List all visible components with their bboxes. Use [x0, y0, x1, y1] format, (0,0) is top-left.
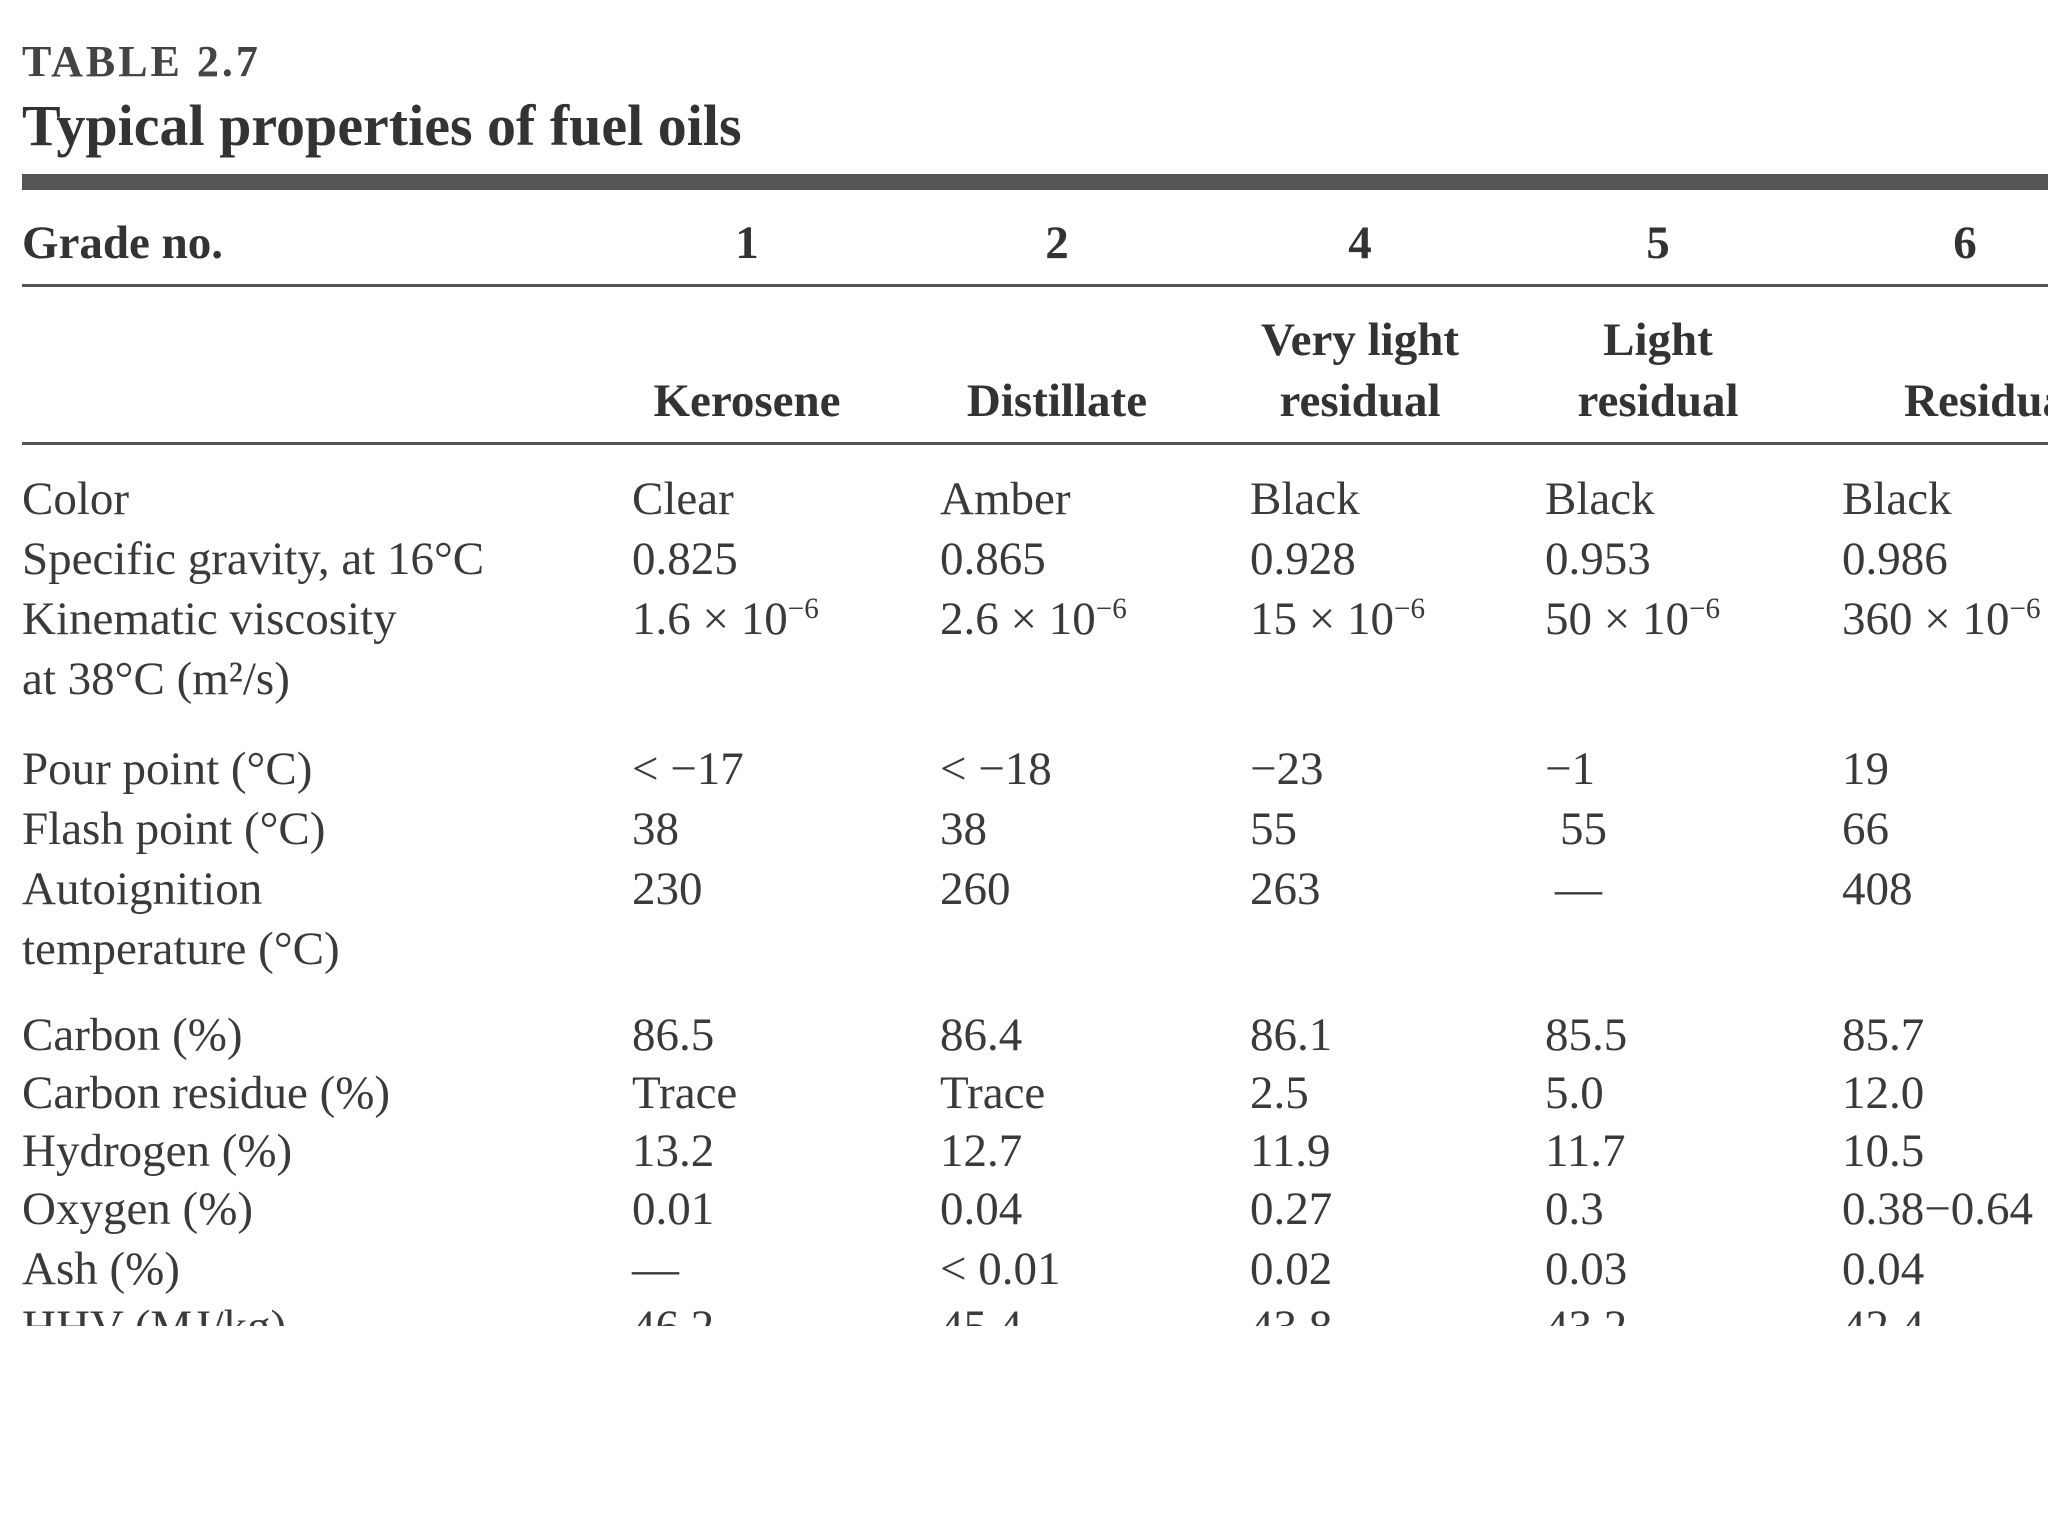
table-cell: Black: [1842, 473, 1952, 525]
table-cell: Trace: [940, 1067, 1046, 1119]
table-cell: 260: [940, 863, 1011, 915]
table-cell: 86.1: [1250, 1009, 1333, 1061]
row-label-kinematic-viscosity-2: at 38°C (m²/s): [22, 653, 290, 705]
table-cell: 2.6 × 10−6: [940, 592, 1127, 645]
table-cell: Trace: [632, 1067, 738, 1119]
row-label-ash: Ash (%): [22, 1243, 180, 1295]
table-cell: 10.5: [1842, 1125, 1925, 1177]
table-cell: −1: [1545, 743, 1596, 795]
table-cell: 230: [632, 863, 703, 915]
table-cell: 13.2: [632, 1125, 715, 1177]
table-cell: 50 × 10−6: [1545, 592, 1721, 645]
table-cell: 5.0: [1545, 1067, 1604, 1119]
row-label-color: Color: [22, 473, 130, 525]
row-label-carbon: Carbon (%): [22, 1009, 243, 1061]
grade-number: 6: [1953, 217, 1977, 269]
table-cell: 0.02: [1250, 1243, 1333, 1295]
header-rule: [22, 284, 2048, 287]
grade-label: Grade no.: [22, 217, 224, 269]
table-cell: < 0.01: [940, 1243, 1061, 1295]
table-cell: 0.986: [1842, 533, 1948, 585]
fuel-name-kerosene: Kerosene: [653, 375, 841, 428]
names-rule: [22, 442, 2048, 445]
table-cell: 1.6 × 10−6: [632, 592, 819, 645]
table-cell: 11.9: [1250, 1125, 1331, 1177]
fuel-name-residual: Residua: [1904, 375, 2048, 428]
row-label-pour-point: Pour point (°C): [22, 743, 313, 795]
table-cell: 263: [1250, 863, 1321, 915]
table-cell: 360 × 10−6: [1842, 592, 2041, 645]
top-rule: [22, 174, 2048, 190]
table-cell: 38: [940, 803, 987, 855]
table-cell: 0.04: [940, 1183, 1023, 1235]
table-cell: 0.3: [1545, 1183, 1604, 1235]
table-cell: 38: [632, 803, 679, 855]
table-cell: 55: [1560, 803, 1607, 855]
row-label-kinematic-viscosity: Kinematic viscosity: [22, 593, 397, 645]
grade-number: 5: [1646, 217, 1670, 269]
table-cell: 0.928: [1250, 533, 1356, 585]
table-cell: 0.04: [1842, 1243, 1925, 1295]
table-cell: 2.5: [1250, 1067, 1309, 1119]
fuel-name-very-light-residual: Very light residual: [1260, 314, 1460, 428]
table-title: Typical properties of fuel oils: [22, 93, 742, 158]
row-label-autoignition: Autoignition: [22, 863, 263, 915]
table-cell: < −18: [940, 743, 1052, 795]
fuel-name-light-residual: Light residual: [1577, 314, 1739, 428]
table-cell: 0.865: [940, 533, 1046, 585]
row-label-flash-point: Flash point (°C): [22, 803, 326, 855]
fuel-name-distillate: Distillate: [966, 375, 1148, 428]
table-cell: −23: [1250, 743, 1324, 795]
row-label-autoignition-2: temperature (°C): [22, 923, 340, 975]
row-label-specific-gravity: Specific gravity, at 16°C: [22, 533, 485, 585]
table-cell: 12.0: [1842, 1067, 1925, 1119]
table-cell: 0.825: [632, 533, 738, 585]
grade-number: 4: [1348, 217, 1372, 269]
table-caption: TABLE 2.7: [22, 37, 261, 86]
table-cell: 408: [1842, 863, 1913, 915]
table-cell: 86.5: [632, 1009, 715, 1061]
table-cell: 15 × 10−6: [1250, 592, 1426, 645]
table-cell: 85.5: [1545, 1009, 1628, 1061]
table-cell: 12.7: [940, 1125, 1023, 1177]
table-cell: 0.38−0.64: [1842, 1183, 2034, 1235]
table-cell: 66: [1842, 803, 1889, 855]
table-cell: 86.4: [940, 1009, 1023, 1061]
table-cell: < −17: [632, 743, 744, 795]
grade-number: 1: [735, 217, 759, 269]
table-cell: 0.01: [632, 1183, 715, 1235]
table-cell: 0.03: [1545, 1243, 1628, 1295]
table-cell: Black: [1250, 473, 1360, 525]
table-cell: 11.7: [1545, 1125, 1626, 1177]
row-label-hydrogen: Hydrogen (%): [22, 1125, 293, 1177]
grade-number: 2: [1045, 217, 1069, 269]
row-label-oxygen: Oxygen (%): [22, 1183, 254, 1235]
scan-crop-edge: [0, 1326, 2048, 1536]
table-cell: 0.953: [1545, 533, 1651, 585]
table-cell: 85.7: [1842, 1009, 1925, 1061]
table-cell: 55: [1250, 803, 1297, 855]
table-cell: Amber: [940, 473, 1071, 525]
table-cell: 19: [1842, 743, 1889, 795]
table-cell: 0.27: [1250, 1183, 1333, 1235]
table-cell: Clear: [632, 473, 734, 525]
table-cell: —: [632, 1243, 679, 1295]
row-label-carbon-residue: Carbon residue (%): [22, 1067, 391, 1119]
table-cell: Black: [1545, 473, 1655, 525]
table-cell: —: [1555, 863, 1602, 915]
